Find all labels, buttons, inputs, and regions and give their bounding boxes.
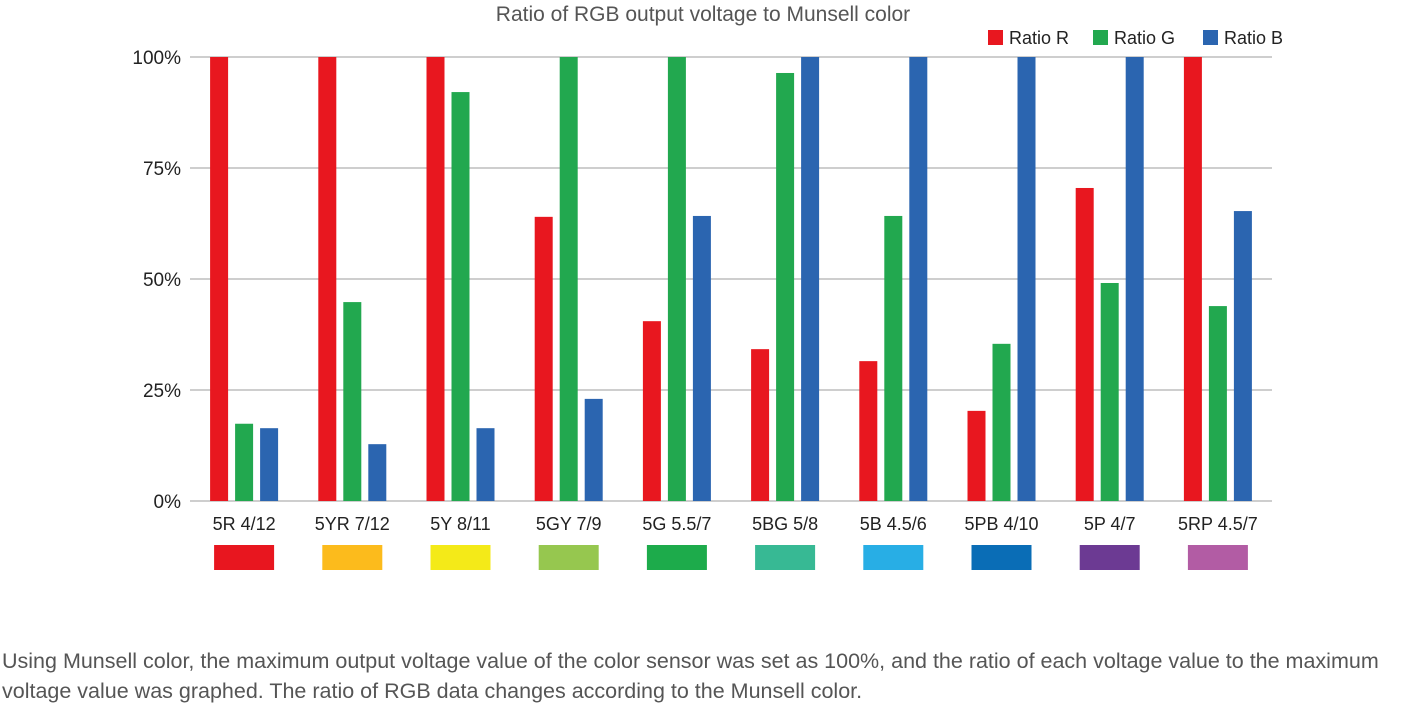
x-tick-label: 5G 5.5/7 — [642, 514, 711, 534]
bar-ratio-g — [884, 215, 903, 501]
x-tick-label: 5GY 7/9 — [536, 514, 602, 534]
y-tick-label: 25% — [143, 381, 181, 402]
color-swatch — [1079, 545, 1140, 570]
bar-ratio-r — [426, 57, 445, 501]
bar-ratio-g — [667, 57, 686, 501]
x-tick-label: 5BG 5/8 — [752, 514, 818, 534]
legend-label: Ratio R — [1009, 28, 1069, 48]
bar-ratio-r — [1075, 187, 1094, 502]
bar-ratio-r — [967, 410, 986, 501]
color-swatch — [646, 545, 707, 570]
color-swatch — [1187, 545, 1248, 570]
x-tick-label: 5B 4.5/6 — [860, 514, 927, 534]
y-tick-label: 0% — [154, 492, 182, 513]
y-tick-label: 100% — [132, 48, 181, 69]
bar-ratio-b — [476, 428, 495, 501]
bar-ratio-b — [909, 57, 928, 501]
bar-ratio-g — [1100, 282, 1119, 501]
x-tick-label: 5RP 4.5/7 — [1178, 514, 1258, 534]
bar-ratio-r — [751, 349, 770, 501]
bar-ratio-b — [1233, 211, 1252, 501]
bar-ratio-g — [559, 57, 578, 501]
x-tick-label: 5YR 7/12 — [315, 514, 390, 534]
bar-ratio-g — [992, 343, 1011, 501]
bar-chart: Ratio of RGB output voltage to Munsell c… — [132, 3, 1283, 570]
color-swatch — [863, 545, 924, 570]
y-tick-label: 50% — [143, 270, 181, 291]
bar-ratio-b — [1017, 57, 1036, 501]
color-swatch — [538, 545, 599, 570]
legend-swatch — [1203, 30, 1218, 45]
bar-ratio-g — [451, 92, 470, 502]
color-swatch — [214, 545, 275, 570]
bar-ratio-r — [1183, 57, 1202, 501]
y-tick-label: 75% — [143, 159, 181, 180]
bar-ratio-b — [692, 215, 711, 501]
legend-label: Ratio B — [1224, 28, 1283, 48]
color-swatch — [755, 545, 816, 570]
legend-swatch — [1093, 30, 1108, 45]
color-swatch — [322, 545, 383, 570]
bar-ratio-b — [801, 57, 820, 501]
x-tick-label: 5Y 8/11 — [430, 514, 490, 534]
color-swatch — [430, 545, 491, 570]
bar-ratio-r — [642, 321, 661, 501]
bar-ratio-b — [260, 428, 279, 501]
chart-caption: Using Munsell color, the maximum output … — [2, 649, 1379, 703]
bar-ratio-g — [343, 302, 362, 501]
bar-ratio-r — [210, 57, 229, 501]
bar-ratio-b — [1125, 57, 1144, 501]
chart-title: Ratio of RGB output voltage to Munsell c… — [496, 3, 910, 26]
bar-ratio-b — [584, 398, 603, 501]
bar-ratio-r — [318, 57, 337, 501]
bar-ratio-g — [776, 72, 795, 501]
bar-ratio-r — [534, 216, 553, 501]
legend-label: Ratio G — [1114, 28, 1175, 48]
bar-ratio-g — [1208, 306, 1227, 501]
color-swatch — [971, 545, 1032, 570]
x-tick-label: 5R 4/12 — [213, 514, 276, 534]
bar-ratio-r — [859, 361, 878, 501]
x-tick-label: 5P 4/7 — [1084, 514, 1136, 534]
bar-ratio-g — [235, 423, 254, 501]
bar-ratio-b — [368, 444, 387, 501]
x-tick-label: 5PB 4/10 — [964, 514, 1038, 534]
legend-swatch — [988, 30, 1003, 45]
